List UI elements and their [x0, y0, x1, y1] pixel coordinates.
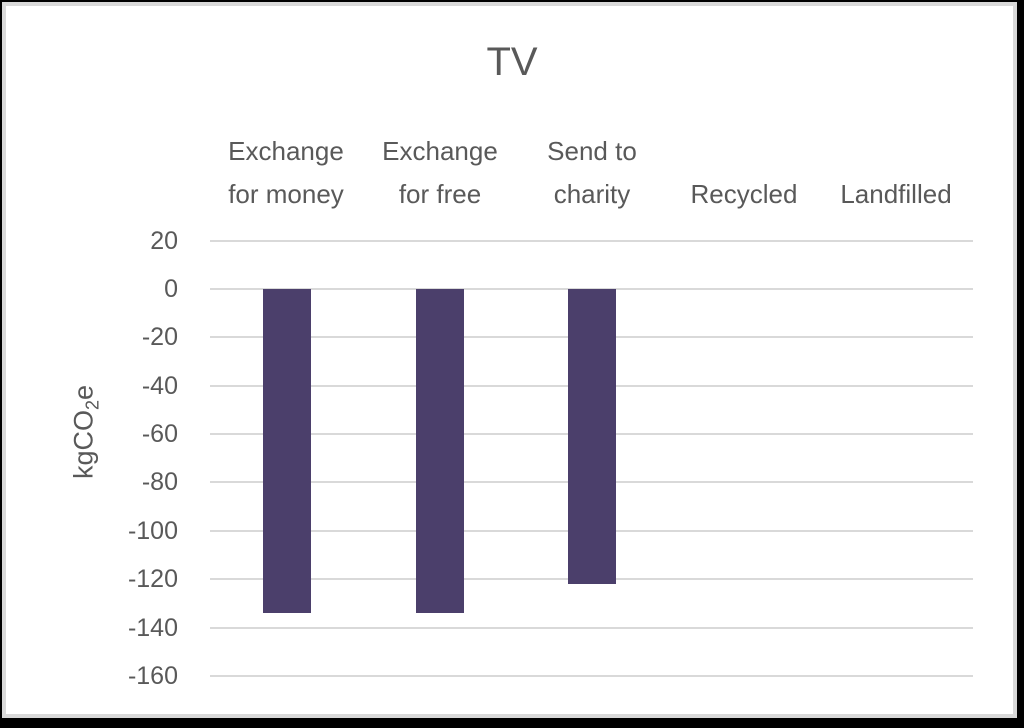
category-label-line: Recycled [690, 179, 798, 209]
category-label-line: Exchange [382, 136, 498, 166]
y-tick-label: -20 [141, 323, 178, 351]
category-label-line: for free [398, 179, 482, 209]
y-axis-title: kgCO2e [68, 385, 103, 479]
y-tick-label: -140 [127, 614, 178, 642]
category-label-send-to-charity: Send to charity [517, 130, 667, 216]
category-label-exchange-for-free: Exchange for free [365, 130, 515, 216]
bar-exchange-for-free [416, 289, 464, 613]
gridline-minus-140 [210, 627, 973, 629]
y-tick-label: -60 [141, 420, 178, 448]
category-label-landfilled: Landfilled [821, 173, 971, 216]
bar-exchange-for-money [263, 289, 311, 613]
category-label-line: Landfilled [840, 179, 952, 209]
bar-send-to-charity [568, 289, 616, 584]
y-tick-label: 20 [150, 227, 178, 255]
y-tick-label: -100 [127, 517, 178, 545]
y-tick-label: 0 [164, 275, 178, 303]
gridline-minus-160 [210, 675, 973, 677]
category-label-line: charity [553, 179, 631, 209]
y-tick-label: -120 [127, 565, 178, 593]
y-tick-label: -80 [141, 468, 178, 496]
chart-frame [2, 2, 1017, 718]
category-label-line: Exchange [228, 136, 344, 166]
chart-title: TV [486, 40, 538, 84]
y-tick-label: -40 [141, 372, 178, 400]
y-axis-title-suffix: e [68, 384, 99, 400]
category-label-line: for money [228, 179, 344, 209]
y-axis-title-main: kgCO [68, 410, 99, 480]
category-label-exchange-for-money: Exchange for money [211, 130, 361, 216]
gridline-20 [210, 240, 973, 242]
category-label-recycled: Recycled [669, 173, 819, 216]
y-tick-label: -160 [127, 662, 178, 690]
y-axis-title-subscript: 2 [82, 399, 103, 411]
category-label-line: Send to [547, 136, 637, 166]
